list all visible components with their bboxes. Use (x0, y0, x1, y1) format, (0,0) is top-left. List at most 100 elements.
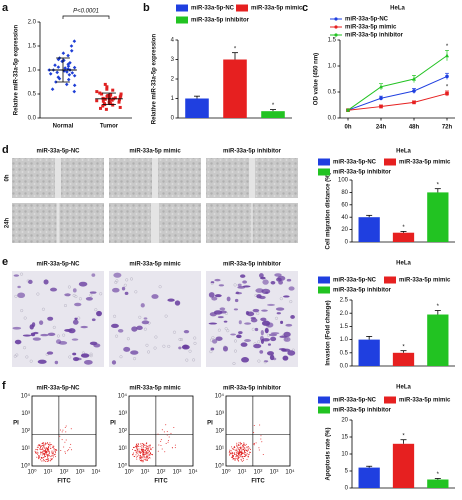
event-dot (52, 454, 54, 456)
cell (208, 292, 215, 298)
event-dot (139, 445, 141, 447)
significance-mark: * (437, 304, 440, 310)
cell (282, 355, 289, 361)
panel-letter: c (302, 2, 308, 14)
data-point (70, 71, 75, 75)
cell (72, 352, 77, 356)
y-tick-label: 0 (345, 486, 349, 492)
event-dot (243, 457, 245, 459)
y-tick-label: 0.5 (28, 92, 37, 98)
event-dot (137, 455, 139, 457)
event-dot (239, 451, 241, 453)
event-dot (233, 448, 235, 450)
data-point (109, 93, 113, 97)
event-dot (137, 443, 139, 445)
event-dot (243, 450, 245, 452)
cell (91, 318, 96, 322)
cell (130, 350, 139, 355)
cell (235, 291, 243, 295)
cell (54, 360, 59, 365)
event-dot (52, 445, 54, 447)
event-dot (243, 444, 245, 446)
y-tick-label: 10¹ (215, 446, 224, 452)
event-dot (144, 449, 146, 451)
data-point (65, 70, 69, 74)
y-tick-label: 1.0 (340, 337, 349, 343)
event-dot (150, 448, 152, 450)
event-dot (249, 448, 251, 450)
y-tick-label: 10¹ (21, 446, 30, 452)
event-dot (149, 453, 151, 455)
cell (212, 339, 218, 344)
event-dot (241, 452, 243, 454)
event-dot (136, 449, 138, 451)
pore (89, 352, 93, 356)
cell (264, 327, 269, 334)
event-dot (49, 454, 51, 456)
event-dot (244, 446, 246, 448)
cell (270, 281, 276, 285)
cell (174, 300, 181, 306)
event-dot (237, 444, 239, 446)
event-dot (49, 443, 51, 445)
cell (124, 291, 129, 295)
cell (244, 322, 252, 325)
cell (269, 354, 275, 361)
legend-swatch (318, 406, 330, 414)
event-dot (61, 431, 63, 433)
cell (219, 307, 226, 311)
event-dot (137, 448, 139, 450)
event-dot (52, 451, 54, 453)
event-dot (64, 441, 66, 443)
data-point (445, 53, 449, 58)
event-dot (148, 451, 150, 453)
event-dot (141, 450, 143, 452)
event-dot (231, 453, 233, 455)
event-dot (64, 427, 66, 429)
event-dot (236, 456, 238, 458)
event-dot (160, 440, 162, 442)
cell (240, 342, 248, 347)
data-point (72, 39, 77, 43)
event-dot (135, 450, 137, 452)
event-dot (51, 453, 53, 455)
event-dot (240, 447, 242, 449)
data-point (100, 92, 104, 96)
pore (99, 292, 103, 296)
bar (223, 59, 247, 118)
event-dot (46, 442, 48, 444)
event-dot (141, 459, 143, 461)
event-dot (229, 452, 231, 454)
pore (114, 334, 119, 338)
data-point (101, 104, 105, 108)
event-dot (136, 458, 138, 460)
cell (28, 279, 33, 285)
data-point (69, 49, 74, 53)
event-dot (236, 448, 238, 450)
data-point (412, 76, 416, 81)
event-dot (142, 455, 144, 457)
cell (46, 351, 54, 355)
legend-swatch (318, 168, 330, 176)
event-dot (52, 458, 54, 460)
data-point (445, 91, 449, 96)
cell (230, 333, 237, 336)
chart-title: HeLa (396, 385, 411, 391)
event-dot (165, 424, 167, 426)
event-dot (64, 452, 66, 454)
x-tick-label: 10¹ (141, 470, 150, 476)
scratch-gap (251, 203, 253, 243)
x-tick-label: 10⁴ (285, 469, 295, 476)
event-dot (39, 456, 41, 458)
event-dot (140, 451, 142, 453)
event-dot (35, 448, 37, 450)
event-dot (137, 454, 139, 456)
data-point (106, 93, 110, 97)
cell (64, 328, 73, 332)
event-dot (146, 447, 148, 449)
cell (237, 283, 242, 287)
cell (112, 287, 120, 293)
bar (427, 314, 449, 366)
y-tick-label: 0 (171, 116, 175, 122)
panel-letter: e (2, 256, 8, 268)
